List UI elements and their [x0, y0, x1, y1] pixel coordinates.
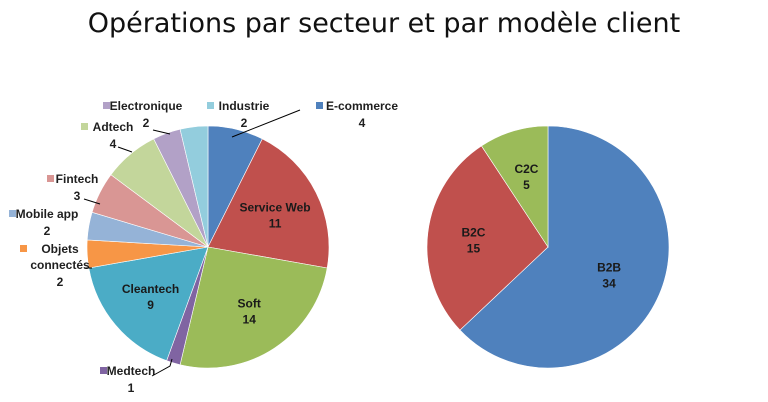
leader-line-adtech — [117, 146, 133, 153]
slice-label-adtech: Adtech — [93, 120, 134, 134]
slice-label-e-commerce: E-commerce — [326, 99, 398, 113]
slice-label-b2b: B2B — [597, 260, 621, 274]
slice-value-soft: 14 — [243, 313, 257, 327]
legend-swatch-medtech — [100, 367, 107, 374]
slice-value-b2b: 34 — [602, 276, 616, 290]
slice-value-medtech: 1 — [128, 381, 135, 395]
pie-slice-cleantech — [88, 246, 209, 362]
slice-label-c2c: C2C — [514, 162, 538, 176]
slice-value-electronique: 2 — [143, 116, 150, 130]
slice-value-c2c: 5 — [523, 178, 530, 192]
pie-chart-client-model: B2B 34 B2C 15 C2C 5 — [426, 125, 670, 369]
slice-value-industrie: 2 — [241, 116, 248, 130]
pie-slice-b2c — [426, 145, 549, 331]
slice-label-electronique: Electronique — [110, 99, 183, 113]
slice-label-b2c: B2C — [461, 225, 485, 239]
slice-value-mobile-app: 2 — [44, 224, 51, 238]
pie-slice-soft — [179, 246, 328, 369]
slice-label-objets-connectes-line2: connectés — [30, 258, 90, 272]
pie-chart-sector: Service Web11Soft14Cleantech9E-commerce4… — [9, 99, 398, 395]
slice-value-objets-connectes: 2 — [57, 275, 64, 289]
leader-line-fintech — [83, 198, 101, 205]
pie-slice-service-web — [207, 138, 330, 269]
slice-value-fintech: 3 — [74, 189, 81, 203]
slice-value-cleantech: 9 — [147, 298, 154, 312]
slice-value-adtech: 4 — [110, 137, 117, 151]
slice-label-objets-connectes-line1: Objets — [41, 242, 79, 256]
slice-label-fintech: Fintech — [56, 172, 99, 186]
slice-value-b2c: 15 — [467, 241, 481, 255]
legend-swatch-objets-connectes — [20, 245, 27, 252]
legend-swatch-industrie — [207, 102, 214, 109]
slice-label-mobile-app: Mobile app — [16, 207, 79, 221]
slice-label-medtech: Medtech — [107, 364, 156, 378]
pie-slice-industrie — [179, 125, 209, 248]
leader-line-medtech — [151, 358, 173, 377]
legend-swatch-electronique — [103, 102, 110, 109]
chart-title: Opérations par secteur et par modèle cli… — [87, 8, 681, 39]
legend-swatch-fintech — [47, 175, 54, 182]
slice-label-soft: Soft — [238, 297, 261, 311]
legend-swatch-e-commerce — [316, 102, 323, 109]
slice-label-industrie: Industrie — [219, 99, 270, 113]
slice-label-service-web: Service Web — [239, 200, 310, 214]
legend-swatch-adtech — [81, 123, 88, 130]
leader-line-e-commerce — [231, 109, 301, 138]
slice-value-e-commerce: 4 — [359, 116, 366, 130]
pie-slice-c2c — [481, 125, 549, 249]
pie-slice-b2b — [459, 125, 670, 369]
slice-label-cleantech: Cleantech — [122, 282, 179, 296]
legend-swatch-mobile-app — [9, 210, 16, 217]
slice-value-service-web: 11 — [269, 216, 282, 230]
leader-line-electronique — [152, 129, 171, 135]
